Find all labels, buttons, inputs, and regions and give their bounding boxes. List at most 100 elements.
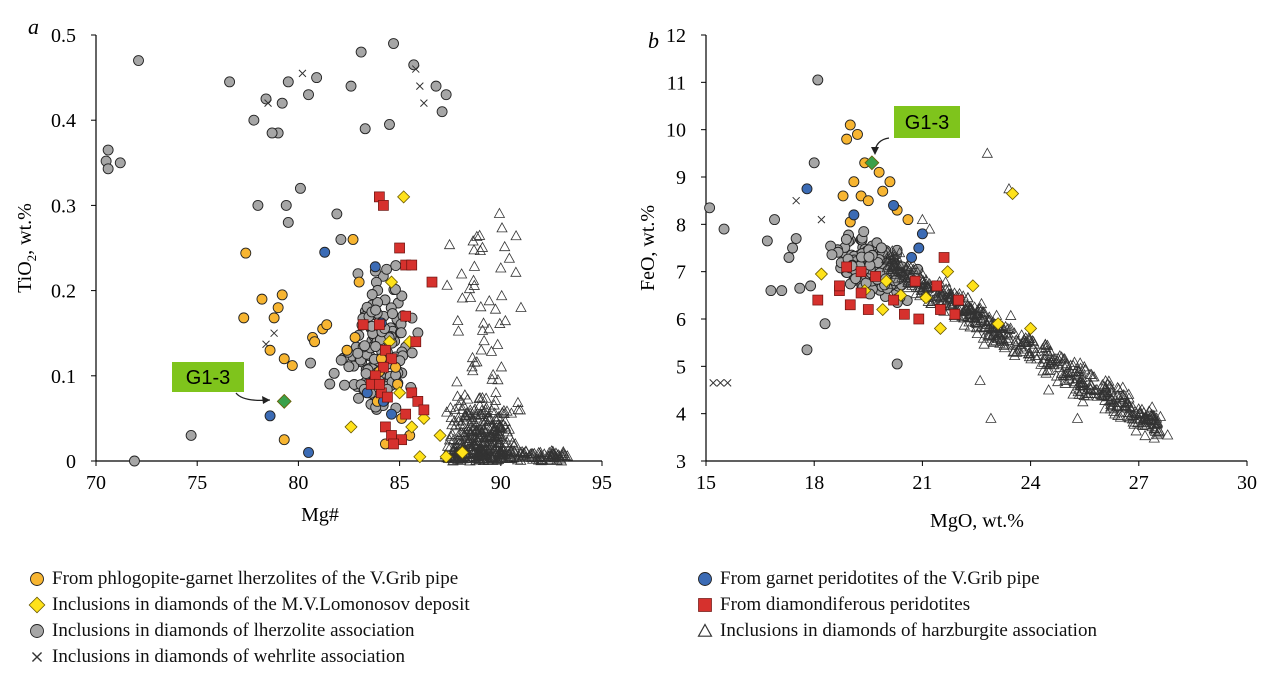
harzburgite-triangle bbox=[545, 454, 557, 465]
triangle-icon-shape bbox=[697, 623, 713, 637]
harzburgite-triangle bbox=[557, 445, 569, 457]
red-square-point bbox=[949, 308, 961, 320]
harzburgite-triangle bbox=[1065, 366, 1077, 377]
harzburgite-triangle bbox=[532, 454, 545, 465]
gray-lherzolite-point bbox=[776, 285, 788, 297]
yellow-diamond-point bbox=[966, 279, 980, 293]
harzburgite-triangle bbox=[1001, 329, 1014, 340]
harzburgite-triangle bbox=[1059, 377, 1071, 388]
harzburgite-triangle bbox=[897, 267, 909, 278]
panel-a-x-tick-label: 90 bbox=[491, 472, 511, 494]
legend-item: Inclusions in diamonds of lherzolite ass… bbox=[26, 618, 470, 644]
orange-circle-point bbox=[837, 190, 849, 202]
yellow-diamond-point bbox=[413, 450, 427, 464]
yellow-diamond-point bbox=[941, 265, 955, 279]
harzburgite-triangle bbox=[492, 374, 504, 385]
harzburgite-triangle bbox=[1039, 353, 1051, 364]
red-square-point bbox=[357, 319, 369, 331]
panel-b-callout-arrowhead bbox=[871, 147, 879, 155]
gray-circle-icon-shape bbox=[30, 624, 44, 638]
harzburgite-triangle bbox=[977, 332, 990, 343]
blue-circle-point bbox=[801, 183, 813, 195]
legend-label: Inclusions in diamonds of harzburgite as… bbox=[720, 620, 1097, 641]
harzburgite-triangle bbox=[1088, 384, 1101, 396]
harzburgite-triangle bbox=[449, 403, 461, 414]
harzburgite-triangle bbox=[494, 423, 506, 434]
harzburgite-triangle bbox=[990, 324, 1002, 336]
harzburgite-triangle bbox=[1052, 375, 1064, 387]
gray-lherzolite-point bbox=[366, 289, 378, 300]
harzburgite-triangle bbox=[990, 309, 1003, 320]
panel-a-y-tick-label: 0.2 bbox=[51, 281, 76, 303]
harzburgite-triangle bbox=[491, 338, 504, 349]
red-square-point bbox=[378, 200, 389, 211]
harzburgite-triangle bbox=[476, 241, 489, 252]
harzburgite-triangle bbox=[998, 339, 1010, 351]
harzburgite-triangle bbox=[978, 322, 991, 333]
legend-item: From diamondiferous peridotites bbox=[694, 592, 1097, 618]
harzburgite-triangle bbox=[452, 411, 465, 423]
harzburgite-triangle bbox=[887, 259, 899, 270]
harzburgite-triangle bbox=[1021, 336, 1033, 348]
harzburgite-triangle bbox=[466, 415, 478, 427]
harzburgite-triangle bbox=[962, 291, 974, 303]
panel-b-y-tick-label: 12 bbox=[666, 25, 686, 47]
red-square-point bbox=[380, 344, 391, 356]
harzburgite-triangle bbox=[1076, 385, 1088, 396]
harzburgite-triangle bbox=[1091, 383, 1103, 394]
gray-lherzolite-point bbox=[324, 378, 336, 390]
yellow-diamond-point bbox=[814, 267, 828, 281]
yellow-diamond-point bbox=[439, 450, 453, 464]
harzburgite-triangle bbox=[1079, 364, 1091, 375]
red-square-icon bbox=[698, 598, 712, 612]
gray-lherzolite-point bbox=[863, 251, 875, 263]
blue-circle-point bbox=[303, 447, 314, 458]
harzburgite-triangle bbox=[1117, 381, 1129, 392]
panel-b-y-tick-label: 11 bbox=[667, 72, 686, 94]
gray-lherzolite-point bbox=[335, 354, 347, 366]
harzburgite-triangle bbox=[1126, 409, 1138, 420]
harzburgite-triangle bbox=[998, 335, 1010, 347]
panel-b-y-tick-label: 5 bbox=[676, 356, 686, 378]
harzburgite-triangle bbox=[1123, 388, 1135, 399]
orange-circle-point bbox=[264, 344, 276, 356]
panel-a-callout: G1-3 bbox=[172, 362, 271, 404]
harzburgite-triangle bbox=[1119, 399, 1131, 411]
harzburgite-triangle bbox=[468, 244, 480, 255]
gray-lherzolite-point bbox=[129, 455, 140, 467]
red-square-point bbox=[862, 304, 874, 315]
harzburgite-triangle bbox=[492, 411, 504, 423]
harzburgite-triangle bbox=[452, 430, 464, 441]
harzburgite-triangle bbox=[1031, 353, 1043, 364]
orange-circle-point bbox=[902, 214, 914, 226]
gray-lherzolite-point bbox=[282, 216, 294, 228]
harzburgite-triangle bbox=[476, 404, 488, 415]
panel-a-x-tick-label: 85 bbox=[390, 472, 410, 494]
harzburgite-triangle bbox=[444, 430, 457, 441]
orange-circle-point bbox=[353, 276, 365, 288]
gray-lherzolite-point bbox=[891, 358, 903, 370]
wehrlite-cross bbox=[709, 379, 718, 387]
harzburgite-triangle bbox=[1023, 350, 1036, 362]
blue-circle-point bbox=[319, 246, 331, 258]
red-square-point bbox=[931, 280, 943, 292]
harzburgite-triangle bbox=[463, 409, 475, 420]
harzburgite-triangle bbox=[917, 274, 929, 286]
panel-b-axes: 15 18 21 24 27 30 3 4 5 6 7 8 9 10 11 12 bbox=[666, 25, 1257, 494]
harzburgite-triangle bbox=[501, 405, 513, 416]
harzburgite-triangle bbox=[1044, 345, 1056, 356]
panel-b-y-tick-label: 10 bbox=[666, 120, 686, 142]
harzburgite-triangle bbox=[971, 304, 984, 315]
harzburgite-triangle bbox=[1077, 377, 1089, 389]
harzburgite-triangle bbox=[1039, 341, 1052, 352]
wehrlite-cross bbox=[415, 82, 424, 90]
harzburgite-triangle bbox=[1076, 380, 1089, 391]
gray-lherzolite-point bbox=[331, 208, 343, 220]
harzburgite-triangle bbox=[487, 368, 499, 380]
gray-lherzolite-point bbox=[787, 242, 799, 254]
yellow-diamond-point bbox=[919, 291, 933, 305]
yellow-diamond-point bbox=[1006, 187, 1020, 201]
harzburgite-triangle bbox=[503, 252, 516, 263]
harzburgite-triangle bbox=[480, 426, 492, 437]
